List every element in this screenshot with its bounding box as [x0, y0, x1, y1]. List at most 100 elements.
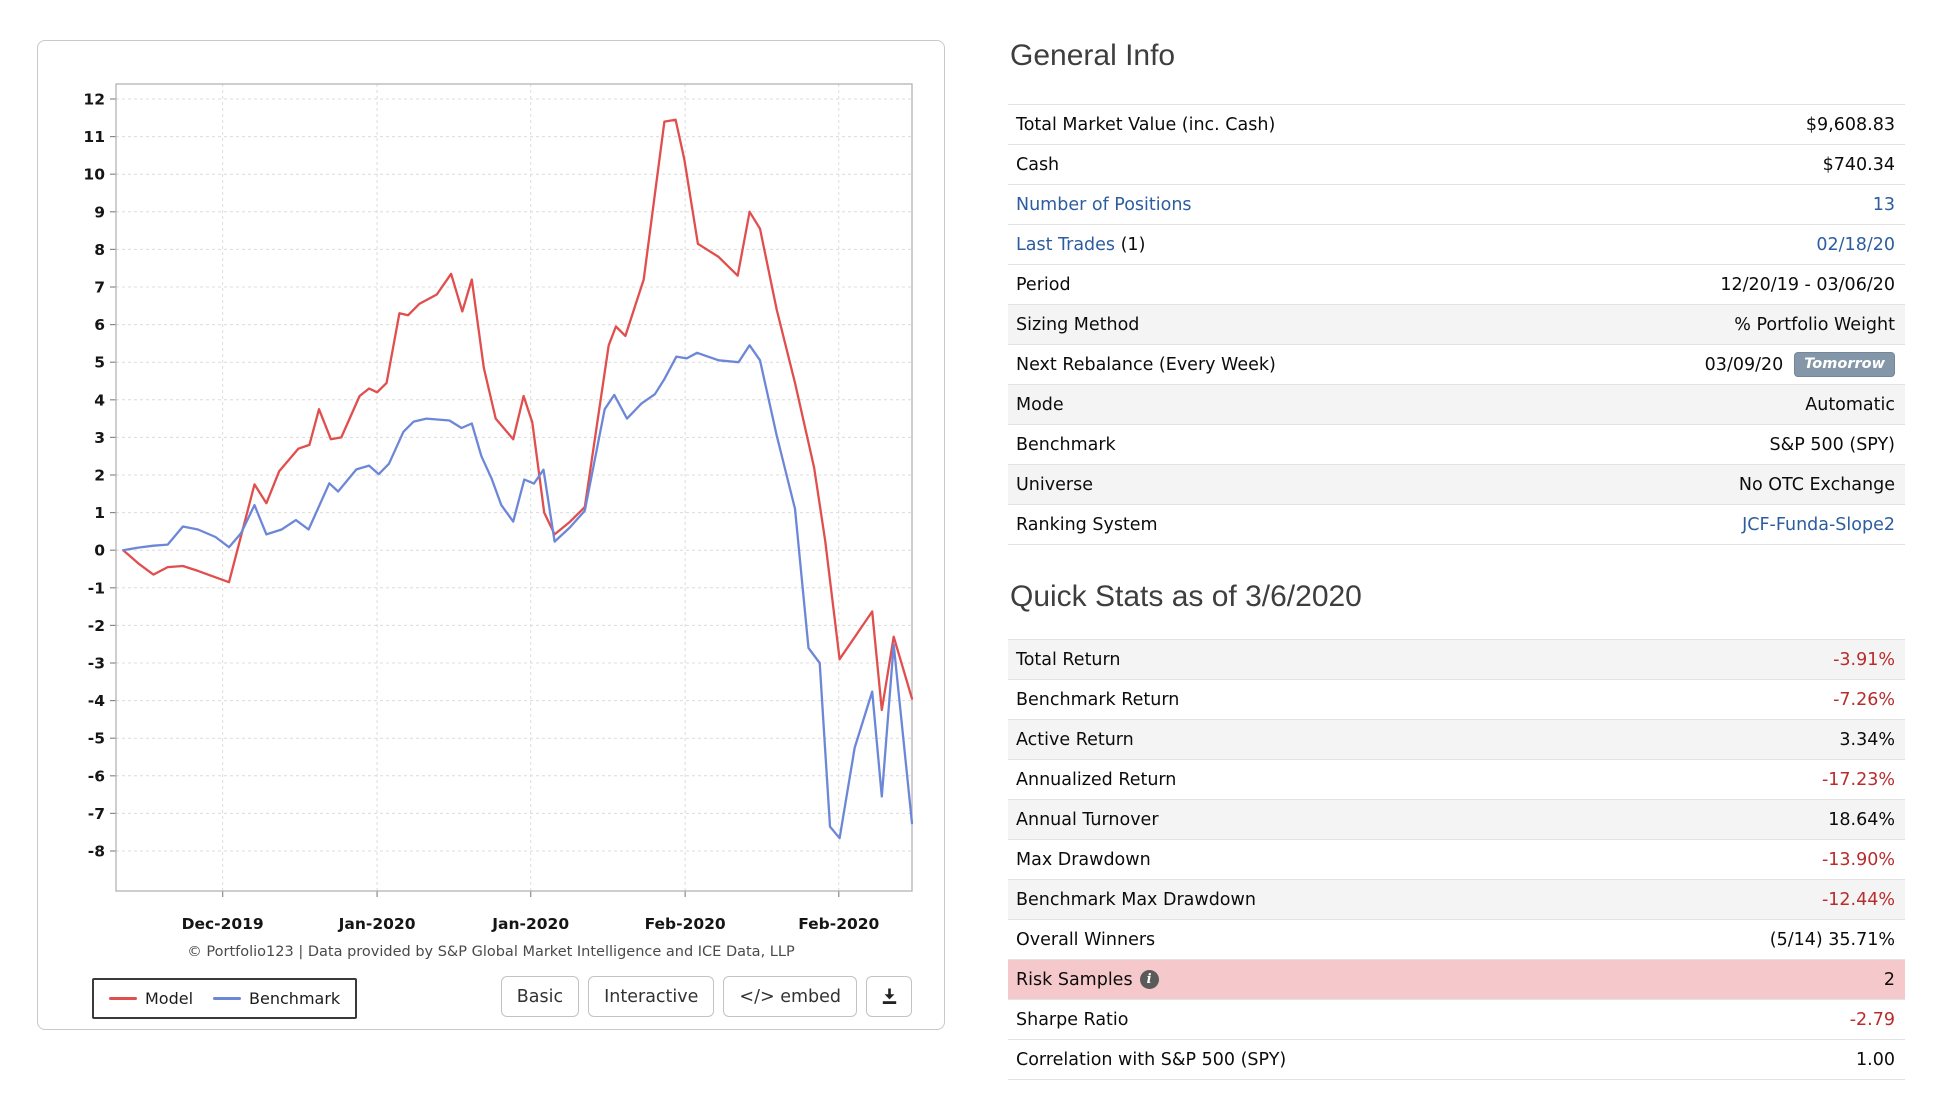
table-row: Universe No OTC Exchange [1008, 465, 1905, 505]
row-label: Mode [1016, 394, 1064, 415]
table-row: Number of Positions 13 [1008, 185, 1905, 225]
chart-legend: Model Benchmark [92, 978, 358, 1019]
row-label: Period [1016, 274, 1071, 295]
embed-button[interactable]: </> embed [723, 976, 857, 1017]
svg-text:8: 8 [94, 241, 105, 259]
row-label-link[interactable]: Last Trades [1016, 234, 1116, 255]
row-value: -3.91% [1833, 649, 1895, 670]
svg-text:10: 10 [83, 166, 105, 184]
table-row: Annualized Return -17.23% [1008, 760, 1905, 800]
row-value: -13.90% [1821, 849, 1895, 870]
row-value: (5/14) 35.71% [1769, 929, 1895, 950]
svg-text:Feb-2020: Feb-2020 [798, 915, 879, 933]
table-row: Next Rebalance (Every Week) 03/09/20 Tomor… [1008, 345, 1905, 385]
model-line-swatch [109, 997, 137, 1000]
row-label-link[interactable]: Number of Positions [1016, 194, 1192, 215]
table-row: Annual Turnover 18.64% [1008, 800, 1905, 840]
svg-text:Jan-2020: Jan-2020 [338, 915, 416, 933]
quick-stats-title: Quick Stats as of 3/6/2020 [1010, 580, 1362, 613]
svg-text:-1: -1 [88, 579, 105, 597]
row-label: Benchmark Return [1016, 689, 1180, 710]
info-icon[interactable]: i [1139, 970, 1159, 989]
table-row: Total Return -3.91% [1008, 640, 1905, 680]
svg-text:6: 6 [94, 316, 105, 334]
legend-model: Model [109, 989, 193, 1008]
table-row: Benchmark Return -7.26% [1008, 680, 1905, 720]
download-icon [880, 987, 899, 1006]
row-label: Benchmark Max Drawdown [1016, 889, 1256, 910]
row-value-link[interactable]: 13 [1872, 194, 1895, 215]
legend-benchmark: Benchmark [213, 989, 340, 1008]
table-row: Overall Winners (5/14) 35.71% [1008, 920, 1905, 960]
row-value: -2.79 [1849, 1009, 1895, 1030]
row-value: 1.00 [1856, 1049, 1895, 1070]
chart-button-row: Basic Interactive </> embed [500, 976, 912, 1017]
row-label: Sizing Method [1016, 314, 1140, 335]
row-value: -17.23% [1821, 769, 1895, 790]
row-value: S&P 500 (SPY) [1769, 434, 1895, 455]
quick-stats-table: Total Return -3.91% Benchmark Return -7.26%… [1008, 639, 1905, 1080]
row-value: 2 [1883, 969, 1895, 990]
row-label: Annualized Return [1016, 769, 1177, 790]
svg-text:5: 5 [94, 354, 105, 372]
svg-text:Jan-2020: Jan-2020 [491, 915, 569, 933]
svg-text:12: 12 [83, 91, 105, 109]
svg-text:-6: -6 [88, 767, 105, 785]
svg-text:9: 9 [94, 203, 105, 221]
row-label: Ranking System [1016, 514, 1158, 535]
row-value: No OTC Exchange [1738, 474, 1895, 495]
row-label: Risk Samples [1016, 969, 1133, 990]
table-row: Risk Samples i 2 [1008, 960, 1905, 1000]
row-value-link[interactable]: JCF-Funda-Slope2 [1742, 514, 1895, 535]
svg-text:-4: -4 [88, 692, 105, 710]
table-row: Benchmark Max Drawdown -12.44% [1008, 880, 1905, 920]
row-label: Next Rebalance (Every Week) [1016, 354, 1276, 375]
interactive-button[interactable]: Interactive [588, 976, 715, 1017]
svg-text:Feb-2020: Feb-2020 [645, 915, 726, 933]
basic-button[interactable]: Basic [500, 976, 580, 1017]
row-label: Total Market Value (inc. Cash) [1016, 114, 1276, 135]
table-row: Benchmark S&P 500 (SPY) [1008, 425, 1905, 465]
svg-text:3: 3 [94, 429, 105, 447]
table-row: Active Return 3.34% [1008, 720, 1905, 760]
table-row: Ranking System JCF-Funda-Slope2 [1008, 505, 1905, 545]
chart-attribution: © Portfolio123 | Data provided by S&P Gl… [187, 944, 795, 960]
table-row: Period 12/20/19 - 03/06/20 [1008, 265, 1905, 305]
download-button[interactable] [866, 976, 912, 1017]
svg-text:0: 0 [94, 542, 105, 560]
svg-text:7: 7 [94, 279, 105, 297]
row-label: Annual Turnover [1016, 809, 1159, 830]
table-row: Cash $740.34 [1008, 145, 1905, 185]
svg-text:4: 4 [94, 391, 105, 409]
row-label: Max Drawdown [1016, 849, 1151, 870]
performance-chart-card: -8 -7 -6 -5 -4 -3 -2 -1 0 1 2 3 4 5 6 7 8 9 10 11 12 Dec-2019… [37, 40, 945, 1030]
row-label: Active Return [1016, 729, 1134, 750]
row-label: Universe [1016, 474, 1093, 495]
table-row: Mode Automatic [1008, 385, 1905, 425]
info-panel: General Info Total Market Value (inc. Ca… [1008, 0, 1905, 1080]
table-row: Sharpe Ratio -2.79 [1008, 1000, 1905, 1040]
tomorrow-badge: Tomorrow [1794, 352, 1895, 377]
row-label: Total Return [1016, 649, 1121, 670]
legend-label: Model [145, 989, 194, 1008]
general-info-table: Total Market Value (inc. Cash) $9,608.83 C… [1008, 104, 1905, 545]
table-row: Correlation with S&P 500 (SPY) 1.00 [1008, 1040, 1905, 1080]
svg-text:-7: -7 [88, 805, 105, 823]
legend-label: Benchmark [249, 989, 341, 1008]
row-value-link[interactable]: 02/18/20 [1816, 234, 1895, 255]
row-value: 03/09/20 [1704, 354, 1784, 375]
svg-text:-2: -2 [88, 617, 105, 635]
svg-text:-3: -3 [88, 655, 105, 673]
benchmark-line-swatch [213, 997, 242, 1000]
table-row: Max Drawdown -13.90% [1008, 840, 1905, 880]
row-label: Overall Winners [1016, 929, 1156, 950]
row-label: Benchmark [1016, 434, 1116, 455]
general-info-title: General Info [1010, 39, 1176, 72]
row-value: % Portfolio Weight [1734, 314, 1895, 335]
table-row: Sizing Method % Portfolio Weight [1008, 305, 1905, 345]
svg-text:-8: -8 [88, 843, 105, 861]
svg-text:11: 11 [83, 128, 105, 146]
svg-text:2: 2 [94, 467, 105, 485]
row-value: -12.44% [1821, 889, 1895, 910]
performance-chart: -8-7-6-5-4-3-2-10123456789101112Dec-2019… [83, 83, 914, 933]
